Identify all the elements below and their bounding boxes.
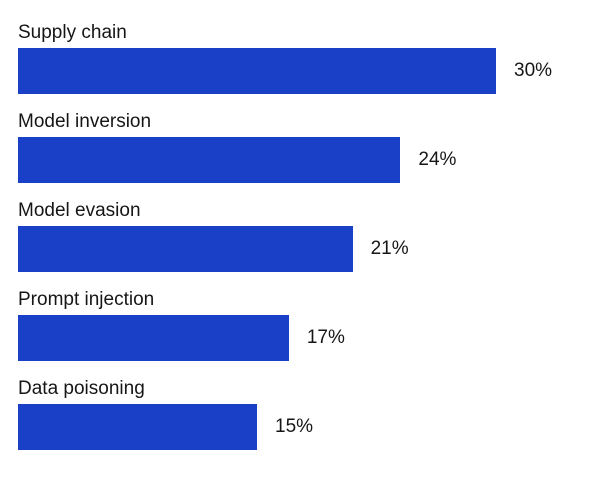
value-label: 15%: [275, 416, 314, 437]
bar: [18, 48, 496, 94]
category-label: Prompt injection: [18, 289, 155, 310]
bar: [18, 315, 289, 361]
value-label: 30%: [514, 60, 553, 81]
category-label: Model inversion: [18, 111, 152, 132]
bar: [18, 226, 353, 272]
bar: [18, 137, 401, 183]
value-label: 17%: [306, 327, 345, 348]
category-label: Supply chain: [18, 22, 127, 43]
value-label: 21%: [370, 238, 409, 259]
bar: [18, 404, 257, 450]
category-label: Data poisoning: [18, 378, 145, 399]
category-label: Model evasion: [18, 200, 141, 221]
value-label: 24%: [418, 149, 457, 170]
